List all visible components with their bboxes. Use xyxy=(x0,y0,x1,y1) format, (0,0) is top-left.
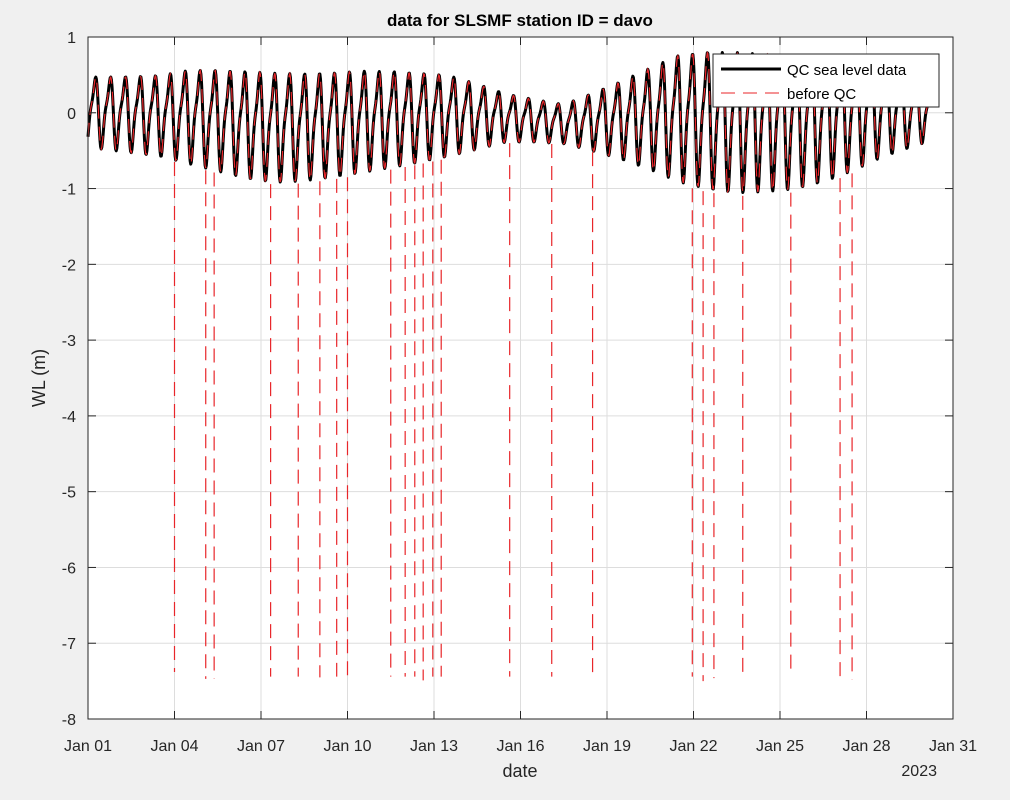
y-tick-label: -7 xyxy=(62,636,76,653)
y-tick-label: -5 xyxy=(62,485,76,502)
y-tick-label: 1 xyxy=(67,30,76,47)
legend: QC sea level data before QC xyxy=(712,53,940,108)
x-tick-label: Jan 31 xyxy=(929,738,977,755)
legend-label-raw: before QC xyxy=(787,86,856,103)
x-tick-label: Jan 01 xyxy=(64,738,112,755)
y-tick-label: -4 xyxy=(62,409,76,426)
y-tick-label: -8 xyxy=(62,712,76,729)
y-tick-label: -6 xyxy=(62,560,76,577)
x-tick-label: Jan 13 xyxy=(410,738,458,755)
legend-box xyxy=(712,53,940,108)
x-tick-label: Jan 07 xyxy=(237,738,285,755)
series-before-qc xyxy=(87,51,932,682)
y-tick-label: -1 xyxy=(62,182,76,199)
y-axis-label: WL (m) xyxy=(29,349,49,407)
x-tick-label: Jan 28 xyxy=(842,738,890,755)
x-tick-label: Jan 10 xyxy=(323,738,371,755)
x-tick-label: Jan 16 xyxy=(496,738,544,755)
x-axis-label: date xyxy=(502,761,537,781)
chart-title: data for SLSMF station ID = davo xyxy=(387,11,653,30)
y-tick-labels: 1 0 -1 -2 -3 -4 -5 -6 -7 -8 xyxy=(62,30,76,729)
x-tick-label: Jan 19 xyxy=(583,738,631,755)
x-tick-label: Jan 22 xyxy=(669,738,717,755)
x-tick-labels: Jan 01 Jan 04 Jan 07 Jan 10 Jan 13 Jan 16 Jan … xyxy=(64,738,977,755)
y-tick-label: -2 xyxy=(62,257,76,274)
y-tick-label: -3 xyxy=(62,333,76,350)
x-tick-label: Jan 25 xyxy=(756,738,804,755)
y-tick-label: 0 xyxy=(67,106,76,123)
before-qc-line xyxy=(87,51,932,194)
x-tick-label: Jan 04 xyxy=(150,738,198,755)
axis-ticks xyxy=(87,36,954,720)
legend-label-qc: QC sea level data xyxy=(787,62,907,79)
year-label: 2023 xyxy=(901,763,937,780)
